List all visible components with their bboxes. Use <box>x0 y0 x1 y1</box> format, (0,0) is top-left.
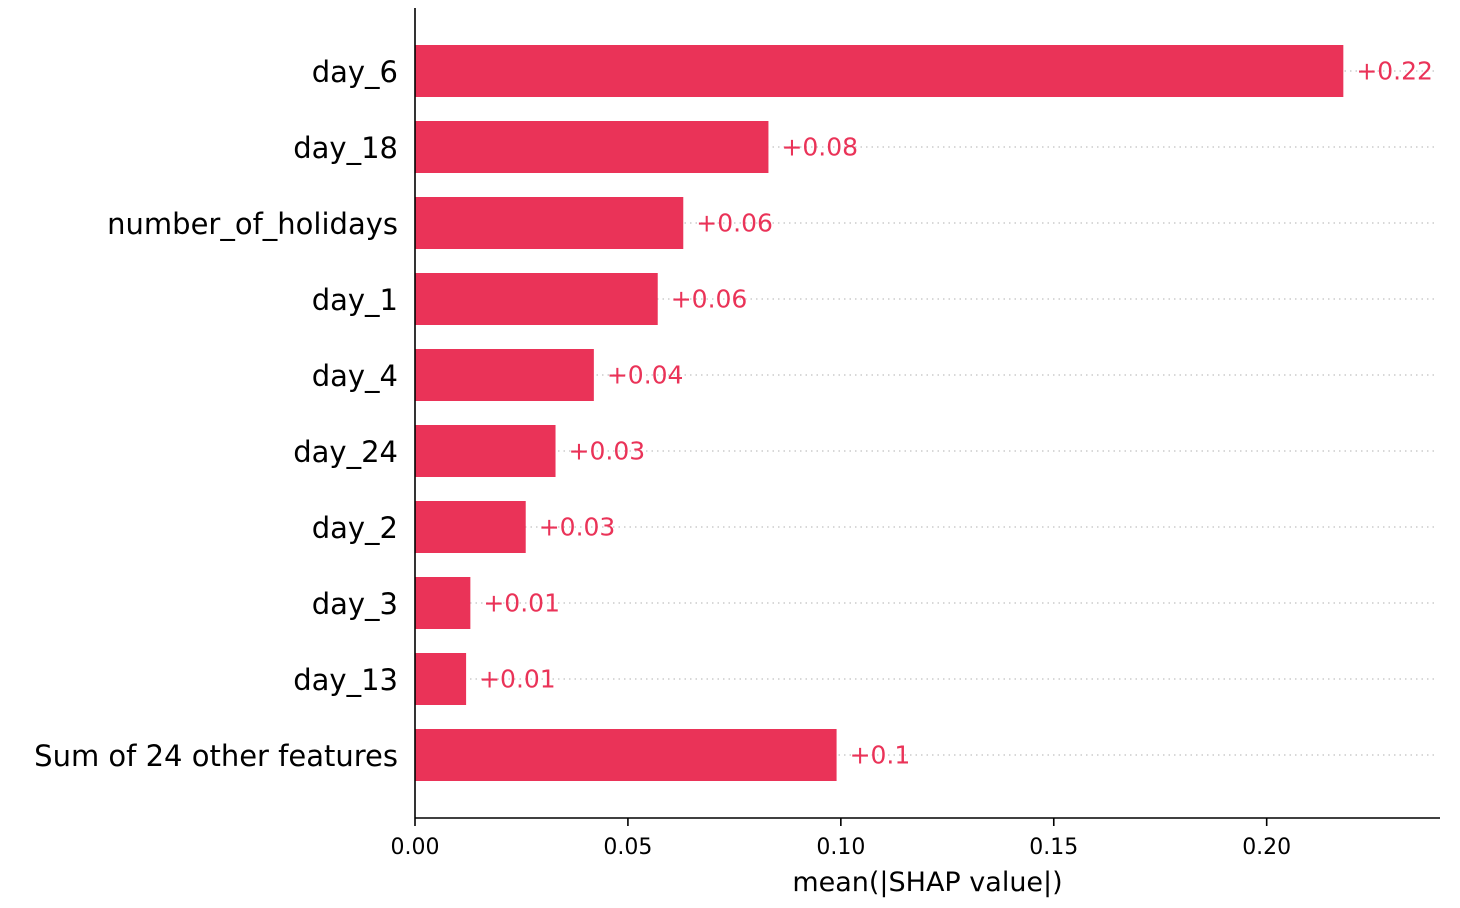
y-tick-label: day_3 <box>312 587 398 621</box>
bar-value-label: +0.08 <box>781 133 858 162</box>
bar <box>415 729 837 781</box>
y-tick-label: day_6 <box>312 55 398 89</box>
y-tick-labels: day_6 day_18 number_of_holidays day_1 day_4d… <box>34 55 398 773</box>
bar-value-label: +0.1 <box>850 741 911 770</box>
bar <box>415 45 1344 97</box>
y-tick-label: day_4 <box>312 359 398 393</box>
bar-value-label: +0.06 <box>671 285 748 314</box>
bar-value-label: +0.04 <box>607 361 684 390</box>
row-guides <box>415 70 1436 756</box>
bar <box>415 349 594 401</box>
x-tick-label: 0.15 <box>1029 835 1078 860</box>
bar <box>415 121 769 173</box>
bar-value-label: +0.06 <box>696 209 773 238</box>
y-tick-label: day_1 <box>312 283 398 317</box>
bar-value-label: +0.22 <box>1356 57 1433 86</box>
x-tick-label: 0.00 <box>391 835 440 860</box>
bar-value-label: +0.01 <box>479 665 556 694</box>
bar-value-label: +0.03 <box>569 437 646 466</box>
y-tick-label: number_of_holidays <box>107 207 398 241</box>
bar <box>415 425 556 477</box>
bar <box>415 197 684 249</box>
y-tick-label: day_2 <box>312 511 398 545</box>
bar <box>415 577 471 629</box>
x-tick-label: 0.10 <box>816 835 865 860</box>
y-tick-label: day_24 <box>293 435 398 469</box>
bar-value-label: +0.03 <box>539 513 616 542</box>
bar <box>415 501 526 553</box>
x-axis-title: mean(|SHAP value|) <box>792 867 1062 898</box>
y-tick-label: day_13 <box>293 663 398 697</box>
bar-value-label: +0.01 <box>483 589 560 618</box>
y-tick-label: Sum of 24 other features <box>34 739 398 773</box>
bars <box>415 45 1344 781</box>
x-tick-label: 0.05 <box>603 835 652 860</box>
x-tick-label: 0.20 <box>1242 835 1291 860</box>
bar <box>415 273 658 325</box>
bar <box>415 653 467 705</box>
y-tick-label: day_18 <box>293 131 398 165</box>
data-labels: +0.22 +0.08 +0.06 +0.06 +0.04 +0.03 +0.03 +0.01… <box>479 57 1433 770</box>
x-ticks: 0.00 0.05 0.10 0.15 0.20 <box>391 818 1291 860</box>
